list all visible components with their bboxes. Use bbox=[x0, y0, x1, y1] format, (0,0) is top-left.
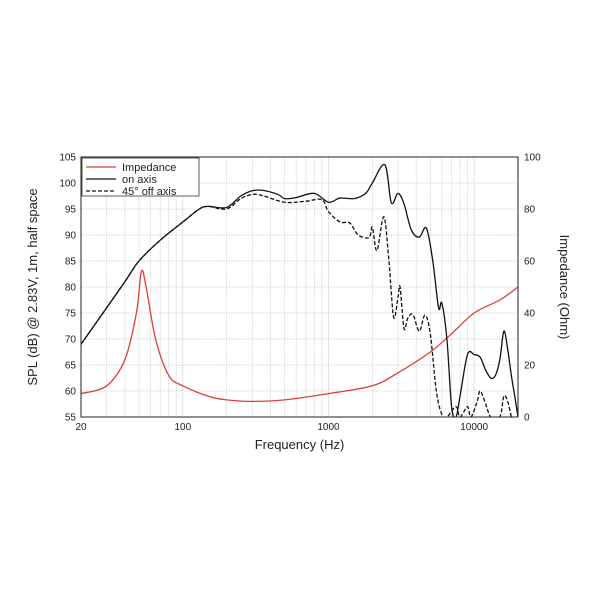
legend-label-on-axis: on axis bbox=[122, 174, 157, 186]
series-line-on-axis bbox=[81, 163, 518, 417]
y-tick-label: 75 bbox=[65, 309, 77, 320]
y-tick-label: 85 bbox=[65, 257, 77, 268]
x-tick-label: 1000 bbox=[317, 422, 340, 433]
legend-box bbox=[81, 157, 200, 197]
y-tick-label: 60 bbox=[65, 387, 77, 398]
legend: Impedance on axis 45° off axis bbox=[81, 157, 200, 198]
series-line-impedance bbox=[81, 269, 518, 403]
y2-axis-label: Impedance (Ohm) bbox=[557, 235, 572, 340]
x-axis-label: Frequency (Hz) bbox=[255, 437, 345, 452]
x-tick-label: 100 bbox=[174, 422, 191, 433]
y-tick-label: 95 bbox=[65, 205, 77, 216]
y2-tick-label: 60 bbox=[524, 257, 536, 268]
y-tick-label: 80 bbox=[65, 283, 77, 294]
y2-tick-label: 40 bbox=[524, 309, 536, 320]
y2-tick-label: 0 bbox=[524, 413, 530, 424]
y2-tick-label: 100 bbox=[524, 153, 541, 164]
y2-tick-label: 80 bbox=[524, 205, 536, 216]
y-axis-label: SPL (dB) @ 2.83V, 1m, half space bbox=[25, 188, 40, 385]
x-tick-label: 10000 bbox=[460, 422, 488, 433]
legend-label-impedance: Impedance bbox=[122, 162, 176, 174]
plot-frame bbox=[80, 156, 519, 418]
x-tick-label: 20 bbox=[75, 422, 87, 433]
y-tick-label: 100 bbox=[59, 179, 76, 190]
y-tick-label: 105 bbox=[59, 153, 76, 164]
y-tick-label: 90 bbox=[65, 231, 77, 242]
y2-tick-label: 20 bbox=[524, 361, 536, 372]
y-tick-label: 55 bbox=[65, 413, 77, 424]
legend-label-off-axis: 45° off axis bbox=[122, 186, 177, 198]
y-tick-label: 65 bbox=[65, 361, 77, 372]
y-tick-label: 70 bbox=[65, 335, 77, 346]
